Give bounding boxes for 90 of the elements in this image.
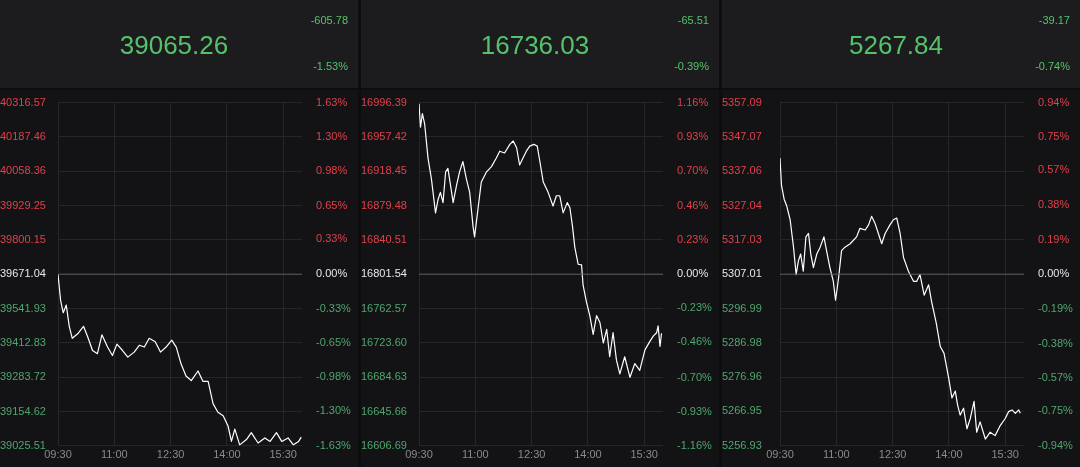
y-tick-label: 39025.51 xyxy=(0,438,46,451)
y-tick-label: 39671.04 xyxy=(0,267,46,280)
y-tick-label: 39412.83 xyxy=(0,335,46,348)
y2-tick-label: 0.19% xyxy=(1038,232,1070,245)
y-tick-label: 16684.63 xyxy=(361,370,407,383)
y2-tick-label: -0.19% xyxy=(1038,301,1074,314)
x-tick-label: 11:00 xyxy=(822,448,850,461)
y-tick-label: 5256.93 xyxy=(722,438,762,451)
y2-tick-label: 0.23% xyxy=(677,233,709,246)
text: -39.17 xyxy=(1038,14,1070,26)
y-tick-label: 40187.46 xyxy=(0,129,46,142)
text: -0.39% xyxy=(674,60,709,72)
y2-tick-label: 0.70% xyxy=(677,163,709,176)
y2-tick-label: -1.30% xyxy=(316,404,352,417)
y2-tick-label: 0.33% xyxy=(316,232,348,245)
y2-tick-label: 1.63% xyxy=(316,95,348,108)
y2-tick-label: 0.46% xyxy=(677,199,709,212)
y2-tick-label: 1.30% xyxy=(316,130,348,143)
y2-tick-label: 0.94% xyxy=(1038,95,1070,108)
y2-tick-label: 0.75% xyxy=(1038,130,1070,143)
y2-tick-label: -0.70% xyxy=(677,370,713,383)
x-tick-label: 14:00 xyxy=(574,448,602,461)
y-tick-label: 16801.54 xyxy=(361,267,407,280)
y-tick-label: 5357.09 xyxy=(722,95,762,108)
y2-tick-label: -1.63% xyxy=(316,438,352,451)
y2-tick-label: 0.00% xyxy=(316,267,348,280)
y-tick-label: 5347.07 xyxy=(722,129,762,142)
x-tick-label: 15:30 xyxy=(269,448,297,461)
x-tick-label: 09:30 xyxy=(44,448,72,461)
y2-tick-label: -0.98% xyxy=(316,370,352,383)
y2-tick-label: -0.57% xyxy=(1038,371,1074,384)
text: 5267.84 xyxy=(848,30,944,61)
y2-tick-label: -0.75% xyxy=(1038,404,1074,417)
y2-tick-label: 0.57% xyxy=(1038,163,1070,176)
y2-tick-label: -0.93% xyxy=(677,404,713,417)
y-tick-label: 16957.42 xyxy=(361,129,407,142)
y-tick-label: 16762.57 xyxy=(361,301,407,314)
text: 16736.03 xyxy=(479,30,591,61)
y2-tick-label: -0.65% xyxy=(316,335,352,348)
y-tick-label: 5307.01 xyxy=(722,267,762,280)
y-tick-label: 5327.04 xyxy=(722,198,762,211)
x-tick-label: 12:30 xyxy=(517,448,546,461)
y-tick-label: 39541.93 xyxy=(0,301,46,314)
y-tick-label: 16879.48 xyxy=(361,198,407,211)
x-tick-label: 09:30 xyxy=(405,448,433,461)
y2-tick-label: -0.23% xyxy=(677,301,713,314)
y-tick-label: 16723.60 xyxy=(361,335,407,348)
x-tick-label: 12:30 xyxy=(878,448,907,461)
text: -1.53% xyxy=(313,60,348,72)
y-tick-label: 5296.99 xyxy=(722,301,762,314)
x-tick-label: 14:00 xyxy=(935,448,963,461)
y-tick-label: 5337.06 xyxy=(722,164,762,177)
y-tick-label: 39929.25 xyxy=(0,198,46,211)
y-tick-label: 5317.03 xyxy=(722,232,762,245)
y-tick-label: 16606.69 xyxy=(361,438,407,451)
text: -65.51 xyxy=(677,14,709,26)
y2-tick-label: -0.33% xyxy=(316,301,352,314)
y2-tick-label: 0.65% xyxy=(316,198,348,211)
y-tick-label: 16918.45 xyxy=(361,164,407,177)
y2-tick-label: 0.38% xyxy=(1038,197,1070,210)
y-tick-label: 5286.98 xyxy=(722,335,762,348)
x-tick-label: 15:30 xyxy=(991,448,1019,461)
y-tick-label: 16996.39 xyxy=(361,95,407,108)
x-tick-label: 14:00 xyxy=(213,448,241,461)
y2-tick-label: 0.00% xyxy=(677,267,709,280)
x-tick-label: 11:00 xyxy=(100,448,128,461)
text: -605.78 xyxy=(310,14,348,26)
x-tick-label: 11:00 xyxy=(461,448,489,461)
x-tick-label: 15:30 xyxy=(630,448,658,461)
text: 39065.26 xyxy=(118,30,230,61)
y-tick-label: 5266.95 xyxy=(722,404,762,417)
y2-tick-label: 0.00% xyxy=(1038,267,1070,280)
x-tick-label: 12:30 xyxy=(156,448,185,461)
y-tick-label: 39154.62 xyxy=(0,404,46,417)
y-tick-label: 39283.72 xyxy=(0,370,46,383)
text: -0.74% xyxy=(1035,60,1070,72)
y-tick-label: 39800.15 xyxy=(0,232,46,245)
y2-tick-label: 1.16% xyxy=(677,95,709,108)
y2-tick-label: -1.16% xyxy=(677,438,713,451)
y-tick-label: 40316.57 xyxy=(0,95,46,108)
y-tick-label: 40058.36 xyxy=(0,164,46,177)
y2-tick-label: -0.46% xyxy=(677,335,713,348)
y-tick-label: 5276.96 xyxy=(722,370,762,383)
y-tick-label: 16840.51 xyxy=(361,232,407,245)
y2-tick-label: 0.93% xyxy=(677,129,709,142)
y2-tick-label: -0.94% xyxy=(1038,438,1074,451)
y2-tick-label: 0.98% xyxy=(316,164,348,177)
y2-tick-label: -0.38% xyxy=(1038,336,1074,349)
y-tick-label: 16645.66 xyxy=(361,404,407,417)
x-tick-label: 09:30 xyxy=(766,448,794,461)
